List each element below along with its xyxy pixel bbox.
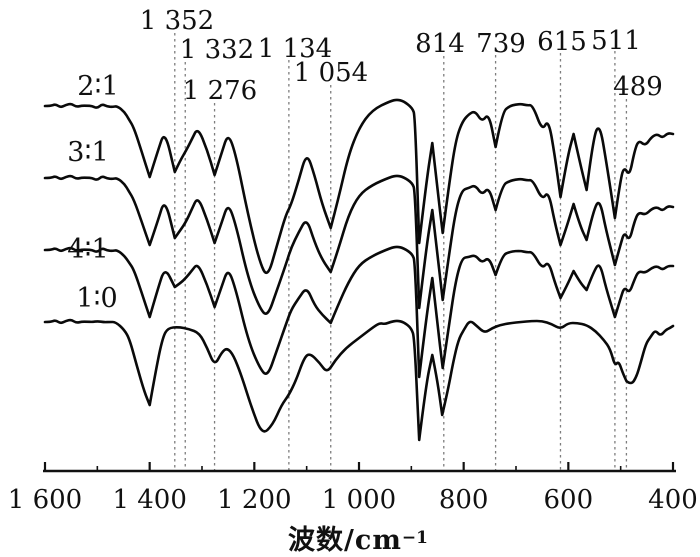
- peak-label-739: 739: [476, 29, 526, 59]
- curve-label-2-1: 2∶1: [77, 71, 118, 102]
- peak-label-814: 814: [415, 29, 465, 59]
- x-axis-title: 波数/cm−1: [8, 518, 700, 557]
- peak-label-511: 511: [591, 26, 641, 56]
- x-axis-title-exponent: −1: [401, 528, 428, 548]
- spectrum-curve-1-0: [43, 318, 675, 442]
- x-tick-label-400: 400: [648, 485, 698, 515]
- peak-label-1332: 1 332: [180, 35, 254, 65]
- peak-label-615: 615: [537, 27, 587, 57]
- x-tick-label-600: 600: [544, 485, 594, 515]
- curve-label-4-1: 4∶1: [67, 234, 108, 265]
- curve-label-1-0: 1∶0: [76, 283, 117, 314]
- x-tick-label-1000: 1 000: [322, 485, 396, 515]
- x-axis-title-text: 波数/cm: [288, 525, 402, 556]
- peak-label-1352: 1 352: [140, 6, 214, 36]
- peak-label-1276: 1 276: [183, 76, 257, 106]
- peak-label-1054: 1 054: [294, 58, 368, 88]
- spectrum-curve-3-1: [43, 174, 675, 315]
- x-tick-label-1200: 1 200: [217, 485, 291, 515]
- x-tick-label-1400: 1 400: [112, 485, 186, 515]
- peak-label-1134: 1 134: [258, 34, 332, 64]
- curve-label-3-1: 3∶1: [67, 137, 108, 168]
- peak-label-489: 489: [613, 72, 663, 102]
- x-tick-label-800: 800: [439, 485, 489, 515]
- spectrum-curve-4-1: [43, 245, 675, 379]
- spectrum-curve-2-1: [43, 98, 675, 275]
- x-tick-label-1600: 1 600: [8, 485, 82, 515]
